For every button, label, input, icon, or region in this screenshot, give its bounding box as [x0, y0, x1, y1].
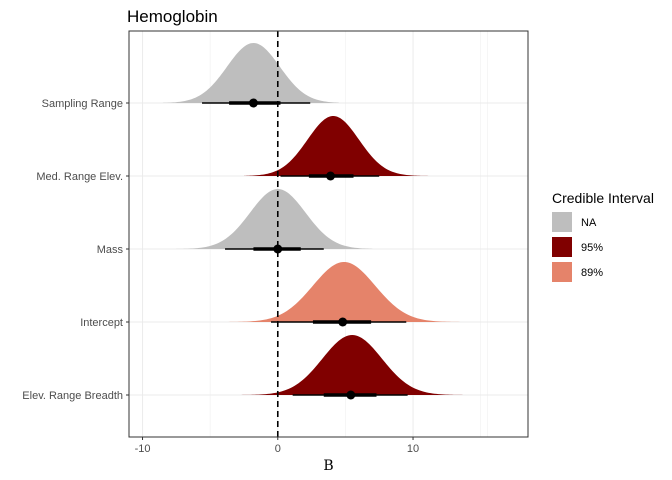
- x-axis-ticks: -10 0 10: [135, 437, 419, 455]
- plot-border: [128, 30, 529, 438]
- legend-title: Credible Interval: [552, 190, 654, 206]
- point-estimate-3: [338, 317, 348, 327]
- y-category-label: Med. Range Elev.: [36, 171, 123, 183]
- legend-swatch: [552, 212, 572, 232]
- density-2: [176, 189, 373, 249]
- point-estimate-2: [273, 244, 283, 254]
- legend-entry-label: 89%: [581, 267, 603, 279]
- x-tick-label: 10: [407, 443, 419, 455]
- legend-swatch: [552, 237, 572, 257]
- density-4: [237, 335, 468, 395]
- density-0: [162, 43, 339, 103]
- y-category-label: Mass: [97, 244, 124, 256]
- legend: Credible Interval NA 95% 89%: [552, 190, 654, 282]
- y-category-label: Sampling Range: [42, 98, 123, 110]
- y-category-label: Elev. Range Breadth: [22, 390, 123, 402]
- density-1: [243, 116, 434, 176]
- x-axis-label: B: [323, 458, 333, 474]
- legend-entry-label: NA: [581, 217, 597, 229]
- legend-entries: NA 95% 89%: [552, 212, 603, 282]
- point-estimate-0: [248, 98, 258, 108]
- point-estimate-1: [326, 171, 336, 181]
- y-axis-labels: Sampling Range Med. Range Elev. Mass Interc…: [22, 98, 129, 402]
- intervals: [202, 98, 408, 400]
- density-3: [210, 262, 481, 322]
- x-tick-label: -10: [135, 443, 151, 455]
- legend-swatch: [552, 262, 572, 282]
- chart-title: Hemoglobin: [127, 7, 218, 26]
- y-category-label: Intercept: [80, 317, 123, 329]
- point-estimate-4: [346, 390, 356, 400]
- x-tick-label: 0: [275, 443, 281, 455]
- densities: [162, 43, 481, 395]
- legend-entry-label: 95%: [581, 242, 603, 254]
